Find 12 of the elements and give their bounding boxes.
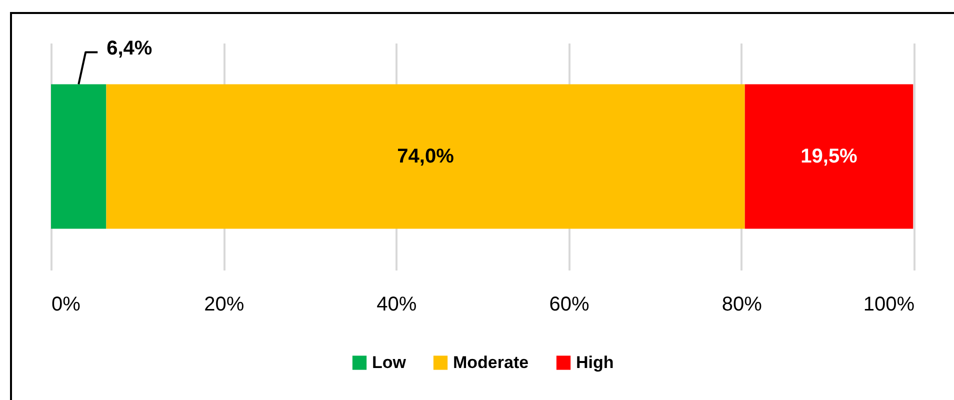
data-label: 6,4%	[106, 37, 152, 60]
x-tick-label: 80%	[722, 294, 762, 316]
legend-label: Low	[372, 352, 407, 372]
x-tick-label: 100%	[863, 294, 915, 316]
legend-label: High	[576, 352, 614, 372]
x-tick-label: 0%	[52, 294, 81, 316]
data-label: 74,0%	[397, 146, 454, 168]
x-tick-label: 20%	[204, 294, 244, 316]
x-tick-label: 60%	[549, 294, 590, 316]
legend-label: Moderate	[453, 352, 529, 372]
data-label: 19,5%	[800, 146, 858, 168]
x-tick-label: 40%	[376, 294, 417, 316]
